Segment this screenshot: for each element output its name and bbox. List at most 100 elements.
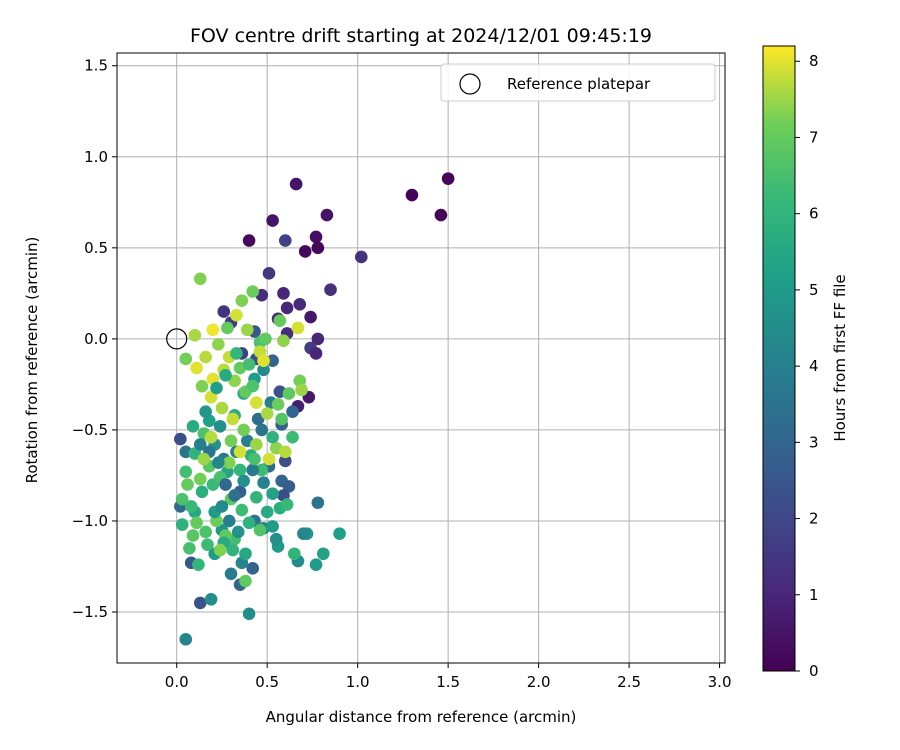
data-point bbox=[215, 401, 229, 415]
data-point bbox=[184, 500, 198, 513]
data-point bbox=[286, 430, 299, 444]
data-point bbox=[242, 607, 256, 621]
data-point bbox=[297, 527, 310, 541]
data-point bbox=[434, 208, 448, 222]
data-point bbox=[230, 347, 243, 360]
data-point bbox=[175, 492, 189, 506]
data-point bbox=[262, 267, 276, 280]
data-point bbox=[324, 283, 337, 297]
x-tick-label: 0.0 bbox=[165, 673, 189, 691]
data-point bbox=[309, 558, 323, 571]
reference-marker bbox=[166, 328, 188, 350]
data-point bbox=[192, 558, 205, 571]
x-tick-label: 2.0 bbox=[527, 673, 551, 691]
data-point bbox=[266, 487, 279, 500]
data-point bbox=[230, 308, 243, 322]
data-point bbox=[277, 287, 290, 300]
x-tick-label: 1.0 bbox=[346, 673, 370, 691]
data-point bbox=[206, 323, 220, 337]
data-point bbox=[222, 456, 236, 470]
colorbar-tick-label: 4 bbox=[809, 357, 819, 375]
data-point bbox=[277, 334, 290, 348]
y-tick-label: 0.5 bbox=[84, 239, 108, 257]
data-point bbox=[213, 419, 227, 433]
colorbar-tick-label: 3 bbox=[809, 433, 819, 451]
data-point bbox=[280, 498, 294, 511]
data-point bbox=[248, 452, 261, 466]
data-point bbox=[190, 361, 203, 375]
data-point bbox=[195, 379, 209, 393]
data-point bbox=[295, 383, 308, 397]
plot-frame bbox=[116, 52, 726, 664]
data-point bbox=[255, 423, 269, 437]
data-point bbox=[250, 396, 263, 409]
colorbar-tick-label: 5 bbox=[809, 281, 819, 299]
data-point bbox=[188, 447, 202, 460]
data-point bbox=[204, 592, 218, 606]
data-point bbox=[188, 328, 202, 342]
data-point bbox=[282, 387, 296, 400]
data-point bbox=[231, 525, 245, 539]
colorbar-ticks: 0 1 2 3 4 5 6 7 8 bbox=[795, 52, 819, 680]
data-point bbox=[282, 480, 296, 493]
data-point bbox=[291, 321, 305, 335]
data-point bbox=[311, 496, 325, 510]
legend: Reference platepar bbox=[440, 63, 716, 102]
data-point bbox=[174, 432, 187, 446]
data-point bbox=[219, 478, 232, 491]
x-tick-label: 2.5 bbox=[617, 673, 641, 691]
data-point bbox=[246, 562, 260, 575]
legend-reference-marker bbox=[459, 73, 481, 95]
data-point bbox=[213, 543, 227, 557]
data-point bbox=[215, 500, 229, 513]
colorbar: 0 1 2 3 4 5 6 7 8 Hours from first FF file bbox=[762, 45, 849, 680]
data-point bbox=[441, 172, 455, 185]
data-point bbox=[278, 454, 292, 468]
colorbar-tick-label: 1 bbox=[809, 586, 819, 604]
data-point bbox=[271, 398, 285, 411]
data-point bbox=[193, 438, 207, 451]
data-point bbox=[204, 430, 218, 444]
data-point bbox=[260, 407, 274, 420]
data-point bbox=[278, 445, 292, 459]
data-point bbox=[298, 245, 312, 258]
data-point bbox=[224, 567, 238, 581]
data-point bbox=[226, 412, 240, 426]
data-point bbox=[278, 234, 292, 247]
data-point bbox=[224, 434, 238, 448]
data-point bbox=[316, 547, 330, 561]
data-point bbox=[193, 596, 207, 610]
data-point bbox=[237, 474, 250, 488]
data-point bbox=[193, 272, 207, 286]
data-point bbox=[251, 412, 265, 426]
data-point bbox=[199, 350, 212, 364]
data-point bbox=[239, 547, 252, 561]
data-point bbox=[311, 241, 325, 255]
data-point bbox=[212, 456, 225, 470]
data-point bbox=[179, 633, 193, 646]
data-point bbox=[199, 525, 212, 539]
legend-box bbox=[440, 63, 716, 102]
y-tick-label: −0.5 bbox=[72, 421, 108, 439]
data-point bbox=[195, 485, 209, 499]
data-point bbox=[183, 541, 196, 555]
data-point bbox=[250, 490, 263, 504]
y-axis: −1.5 −1.0 −0.5 0.0 0.5 1.0 1.5 bbox=[72, 57, 117, 621]
data-point bbox=[235, 294, 249, 307]
data-point bbox=[246, 379, 260, 393]
points-layer bbox=[174, 172, 455, 646]
x-tick-label: 3.0 bbox=[708, 673, 732, 691]
colorbar-tick-label: 6 bbox=[809, 205, 819, 223]
data-point bbox=[186, 419, 200, 433]
data-point bbox=[240, 323, 254, 337]
data-point bbox=[354, 250, 368, 264]
data-point bbox=[175, 518, 189, 531]
data-point bbox=[237, 423, 250, 437]
colorbar-gradient bbox=[762, 45, 796, 672]
colorbar-tick-label: 7 bbox=[809, 128, 819, 146]
y-tick-label: 1.5 bbox=[84, 57, 108, 75]
data-point bbox=[257, 476, 270, 490]
data-point bbox=[246, 285, 260, 298]
data-point bbox=[246, 463, 260, 477]
